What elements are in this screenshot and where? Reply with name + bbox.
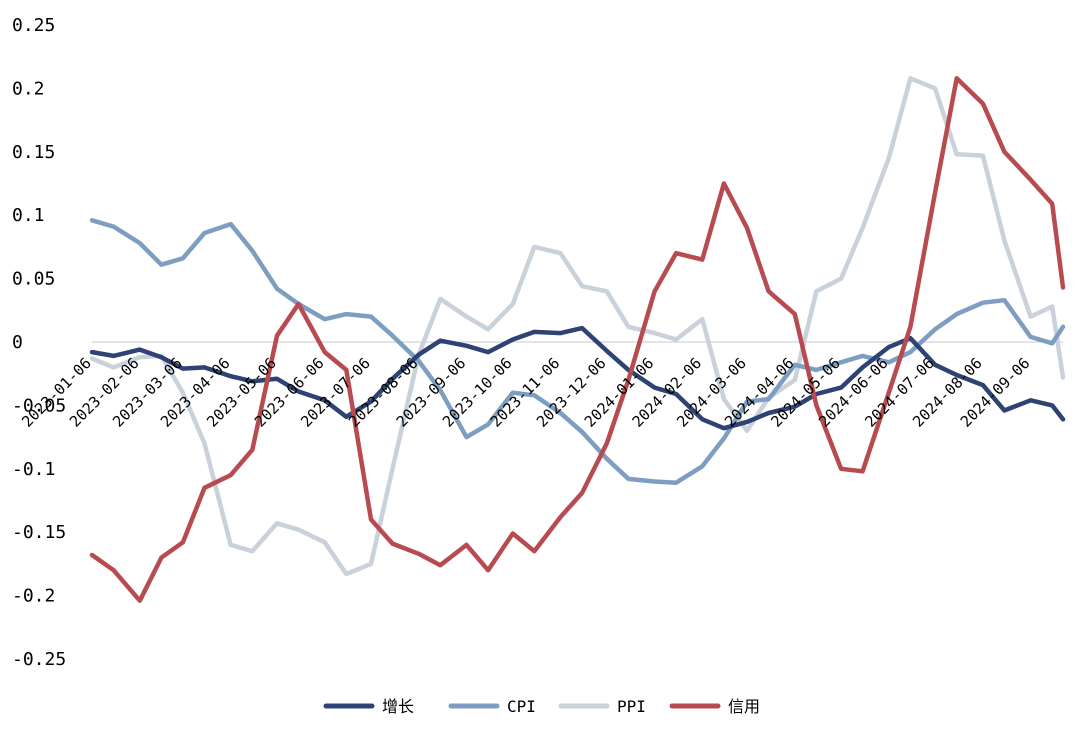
legend: 增长 CPI PPI 信用	[323, 697, 760, 716]
y-tick-label: 0.15	[12, 142, 55, 163]
legend-label: 信用	[728, 697, 760, 716]
series-line-信用	[89, 76, 1066, 603]
y-tick-label: 0.2	[12, 78, 45, 99]
x-axis: 2023-01-062023-02-062023-03-062023-04-06…	[18, 354, 1033, 431]
series-line-PPI	[89, 76, 1066, 577]
y-tick-label: 0.05	[12, 269, 55, 290]
series-line-增长	[89, 325, 1066, 431]
series-line-CPI	[89, 218, 1066, 485]
legend-label: PPI	[617, 697, 646, 716]
series-lines	[89, 76, 1066, 603]
y-tick-label: -0.25	[12, 649, 66, 670]
legend-label: 增长	[382, 697, 414, 716]
y-tick-label: -0.15	[12, 522, 66, 543]
y-tick-label: 0.1	[12, 205, 45, 226]
legend-label: CPI	[507, 697, 536, 716]
y-tick-label: 0	[12, 332, 23, 353]
y-tick-label: -0.05	[12, 395, 66, 416]
y-tick-label: -0.1	[12, 459, 55, 480]
y-axis: 0.25 0.2 0.15 0.1 0.05 0 -0.05 -0.1 -0.15 -0.2 -0.…	[12, 15, 66, 670]
y-tick-label: 0.25	[12, 15, 55, 36]
y-tick-label: -0.2	[12, 586, 55, 607]
